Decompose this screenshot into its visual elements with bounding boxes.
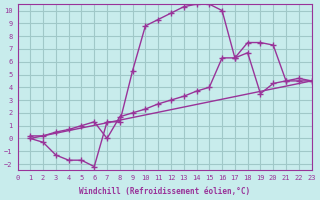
X-axis label: Windchill (Refroidissement éolien,°C): Windchill (Refroidissement éolien,°C): [79, 187, 250, 196]
